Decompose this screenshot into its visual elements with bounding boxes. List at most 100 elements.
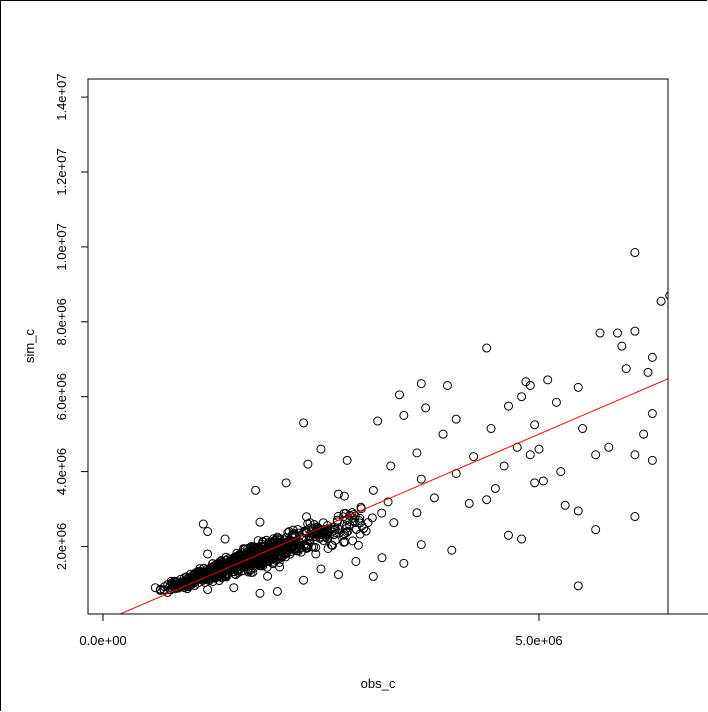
data-point — [239, 544, 249, 554]
data-point — [235, 555, 245, 565]
data-point — [530, 420, 540, 430]
data-point — [250, 544, 260, 554]
data-point — [255, 543, 265, 553]
data-point — [482, 495, 492, 505]
data-point — [221, 552, 231, 562]
y-axis: 2.0e+06 4.0e+06 6.0e+06 8.0e+06 1.0e+07 1.2e+… — [54, 73, 89, 570]
data-point — [692, 526, 700, 534]
data-point — [683, 234, 691, 242]
data-point — [412, 508, 422, 518]
data-point — [368, 571, 378, 581]
data-point — [150, 583, 160, 593]
data-point — [283, 528, 293, 538]
reference-line-layer — [118, 378, 668, 614]
data-point — [311, 549, 321, 559]
data-point — [503, 530, 513, 540]
data-point — [647, 352, 657, 362]
data-point — [303, 543, 313, 553]
data-point — [534, 444, 544, 454]
data-point — [299, 575, 309, 585]
data-point — [203, 565, 213, 575]
data-point — [482, 343, 492, 353]
data-point — [367, 513, 377, 523]
data-point — [270, 549, 280, 559]
y-axis-label: sim_c — [22, 329, 37, 363]
data-point — [373, 416, 383, 426]
data-point — [517, 534, 527, 544]
data-point — [203, 549, 213, 559]
data-point — [525, 380, 535, 390]
data-point — [543, 375, 553, 385]
data-point — [394, 390, 404, 400]
data-point — [190, 570, 200, 580]
data-point — [339, 491, 349, 501]
data-point — [656, 296, 666, 306]
data-point — [281, 478, 291, 488]
data-point — [447, 545, 457, 555]
data-point — [319, 527, 329, 537]
data-point — [320, 529, 330, 539]
data-point — [551, 397, 561, 407]
data-point — [412, 448, 422, 458]
y-tick-label: 2.0e+06 — [54, 523, 69, 570]
data-point — [275, 535, 285, 545]
data-point — [181, 575, 191, 585]
data-point — [399, 558, 409, 568]
data-point — [573, 581, 583, 591]
data-point — [464, 498, 474, 508]
data-point — [429, 493, 439, 503]
data-point — [469, 452, 479, 462]
data-point — [665, 291, 668, 300]
x-tick-label: 5.0e+06 — [515, 633, 562, 648]
data-point — [283, 538, 293, 548]
data-point — [490, 483, 500, 493]
reference-line — [118, 378, 668, 614]
data-point — [220, 534, 230, 544]
data-point — [274, 557, 284, 567]
data-point — [377, 553, 387, 563]
data-point — [272, 586, 282, 596]
data-point — [639, 429, 649, 439]
data-point — [386, 461, 396, 471]
data-point — [617, 341, 627, 351]
data-point — [451, 414, 461, 424]
data-point — [361, 526, 371, 536]
data-point — [295, 540, 305, 550]
data-point — [198, 519, 208, 529]
data-point — [293, 524, 303, 534]
plot-box — [87, 78, 669, 615]
data-point — [363, 518, 373, 528]
data-point — [322, 530, 332, 540]
x-tick-label: 0.0e+00 — [79, 633, 126, 648]
data-point — [231, 570, 241, 580]
data-point — [486, 424, 496, 434]
data-point — [348, 536, 358, 546]
data-point — [342, 455, 352, 465]
data-point — [255, 517, 265, 527]
data-point — [333, 489, 343, 499]
data-point — [416, 379, 426, 389]
x-axis-label: obs_c — [361, 676, 396, 691]
data-point — [643, 367, 653, 377]
data-point — [416, 540, 426, 550]
data-point — [321, 532, 331, 542]
data-point — [630, 326, 640, 336]
data-point — [190, 577, 200, 587]
data-point — [223, 554, 233, 564]
data-point — [604, 442, 614, 452]
data-point — [560, 500, 570, 510]
data-point — [263, 571, 273, 581]
y-tick-label: 4.0e+06 — [54, 448, 69, 495]
data-point — [255, 588, 265, 598]
data-point — [229, 583, 239, 593]
x-axis: 0.0e+005.0e+061.0e+071.5e+07 — [79, 613, 708, 648]
data-point — [383, 497, 393, 507]
data-point — [345, 520, 355, 530]
data-point — [591, 525, 601, 535]
data-point — [237, 550, 247, 560]
data-point — [228, 556, 238, 566]
data-point — [630, 512, 640, 522]
data-point — [525, 450, 535, 460]
data-point — [399, 410, 409, 420]
data-point — [251, 485, 261, 495]
